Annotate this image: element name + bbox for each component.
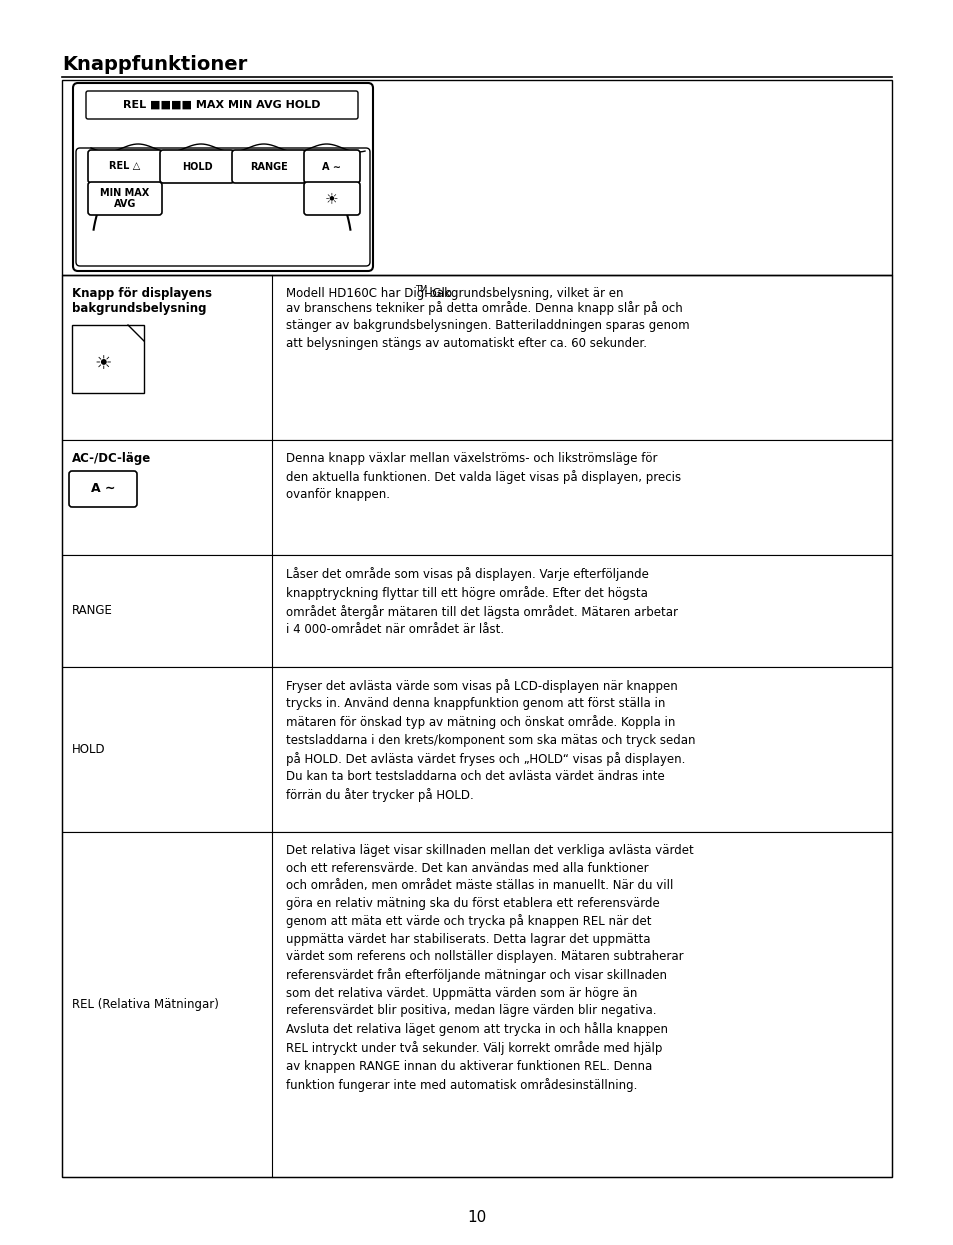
Text: HOLD: HOLD — [71, 743, 106, 756]
FancyBboxPatch shape — [88, 182, 162, 215]
Bar — [62, 80, 891, 275]
FancyBboxPatch shape — [304, 182, 359, 215]
FancyBboxPatch shape — [76, 148, 370, 266]
Text: Knappfunktioner: Knappfunktioner — [62, 55, 247, 73]
Bar — [62, 275, 891, 1177]
Text: AC-/DC-läge: AC-/DC-läge — [71, 452, 152, 464]
Text: Modell HD160C har Digi-Glo: Modell HD160C har Digi-Glo — [286, 288, 452, 300]
Bar — [62, 832, 891, 1177]
Text: av branschens tekniker på detta område. Denna knapp slår på och
stänger av bakgr: av branschens tekniker på detta område. … — [286, 301, 689, 350]
Text: MIN MAX
AVG: MIN MAX AVG — [100, 188, 150, 209]
Text: Fryser det avlästa värde som visas på LCD-displayen när knappen
trycks in. Använ: Fryser det avlästa värde som visas på LC… — [286, 679, 695, 802]
FancyBboxPatch shape — [232, 149, 306, 183]
Text: REL ■■■■ MAX MIN AVG HOLD: REL ■■■■ MAX MIN AVG HOLD — [123, 100, 320, 110]
Bar — [62, 275, 891, 439]
Text: 10: 10 — [467, 1210, 486, 1225]
Bar — [62, 555, 891, 667]
Text: Knapp för displayens
bakgrundsbelysning: Knapp för displayens bakgrundsbelysning — [71, 288, 212, 315]
Text: Denna knapp växlar mellan växelströms- och likströmsläge för
den aktuella funkti: Denna knapp växlar mellan växelströms- o… — [286, 452, 680, 502]
Text: Låser det område som visas på displayen. Varje efterföljande
knapptryckning flyt: Låser det område som visas på displayen.… — [286, 566, 678, 636]
FancyBboxPatch shape — [69, 471, 137, 507]
FancyBboxPatch shape — [304, 149, 359, 183]
FancyBboxPatch shape — [86, 91, 357, 120]
Text: RANGE: RANGE — [71, 605, 112, 618]
Text: REL (Relativa Mätningar): REL (Relativa Mätningar) — [71, 998, 218, 1011]
FancyBboxPatch shape — [160, 149, 233, 183]
FancyBboxPatch shape — [73, 83, 373, 271]
Text: ☀: ☀ — [325, 190, 338, 205]
Bar — [71, 325, 144, 393]
Text: RANGE: RANGE — [250, 162, 288, 172]
FancyBboxPatch shape — [88, 149, 162, 183]
Text: Det relativa läget visar skillnaden mellan det verkliga avlästa värdet
och ett r: Det relativa läget visar skillnaden mell… — [286, 844, 693, 1092]
Text: TM: TM — [415, 285, 427, 294]
Text: REL △: REL △ — [110, 162, 140, 172]
Bar — [62, 439, 891, 555]
Text: -bakgrundsbelysning, vilket är en: -bakgrundsbelysning, vilket är en — [424, 288, 622, 300]
Text: ☀: ☀ — [94, 355, 112, 374]
Text: A ∼: A ∼ — [91, 483, 115, 496]
Bar — [62, 667, 891, 832]
Text: HOLD: HOLD — [181, 162, 213, 172]
Text: A ∼: A ∼ — [322, 162, 341, 172]
